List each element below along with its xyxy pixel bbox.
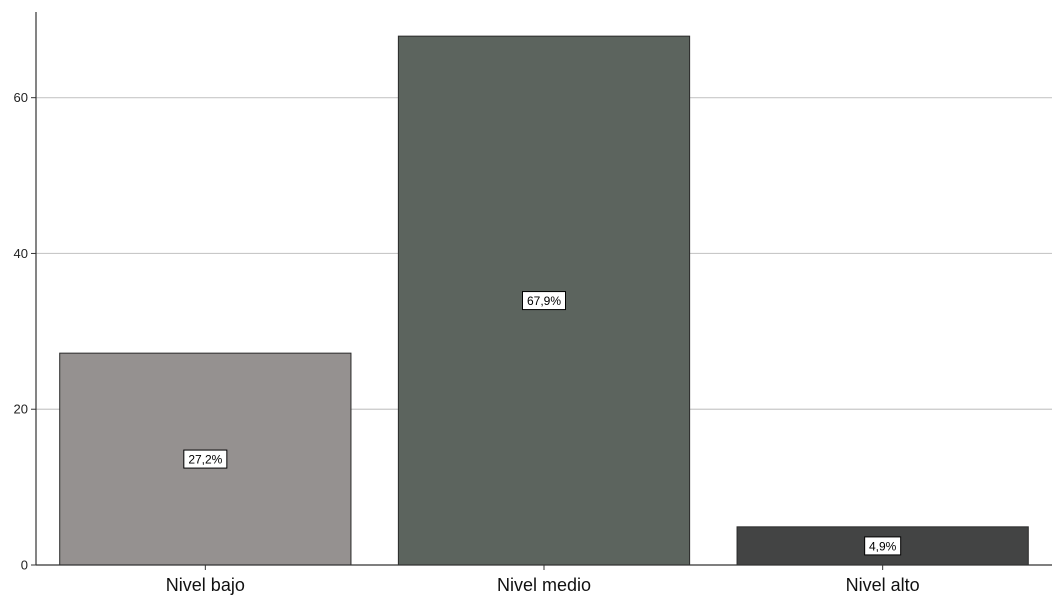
x-tick-label: Nivel alto [846,575,920,595]
data-label: 27,2% [188,453,222,467]
data-label: 4,9% [869,539,897,553]
data-label-box [864,536,902,556]
y-axis-ticks: 0 20 40 60 [14,90,36,573]
data-label-box [522,291,566,311]
data-labels: 27,2% 67,9% 4,9% [183,291,902,556]
data-label: 67,9% [527,294,561,308]
y-tick-label: 20 [14,402,28,417]
x-tick-label: Nivel medio [497,575,591,595]
x-axis-ticks: Nivel bajo Nivel medio Nivel alto [166,565,920,595]
y-tick-label: 60 [14,90,28,105]
x-tick-label: Nivel bajo [166,575,245,595]
y-tick-label: 40 [14,246,28,261]
y-tick-label: 0 [21,558,28,573]
data-label-box [183,449,228,469]
